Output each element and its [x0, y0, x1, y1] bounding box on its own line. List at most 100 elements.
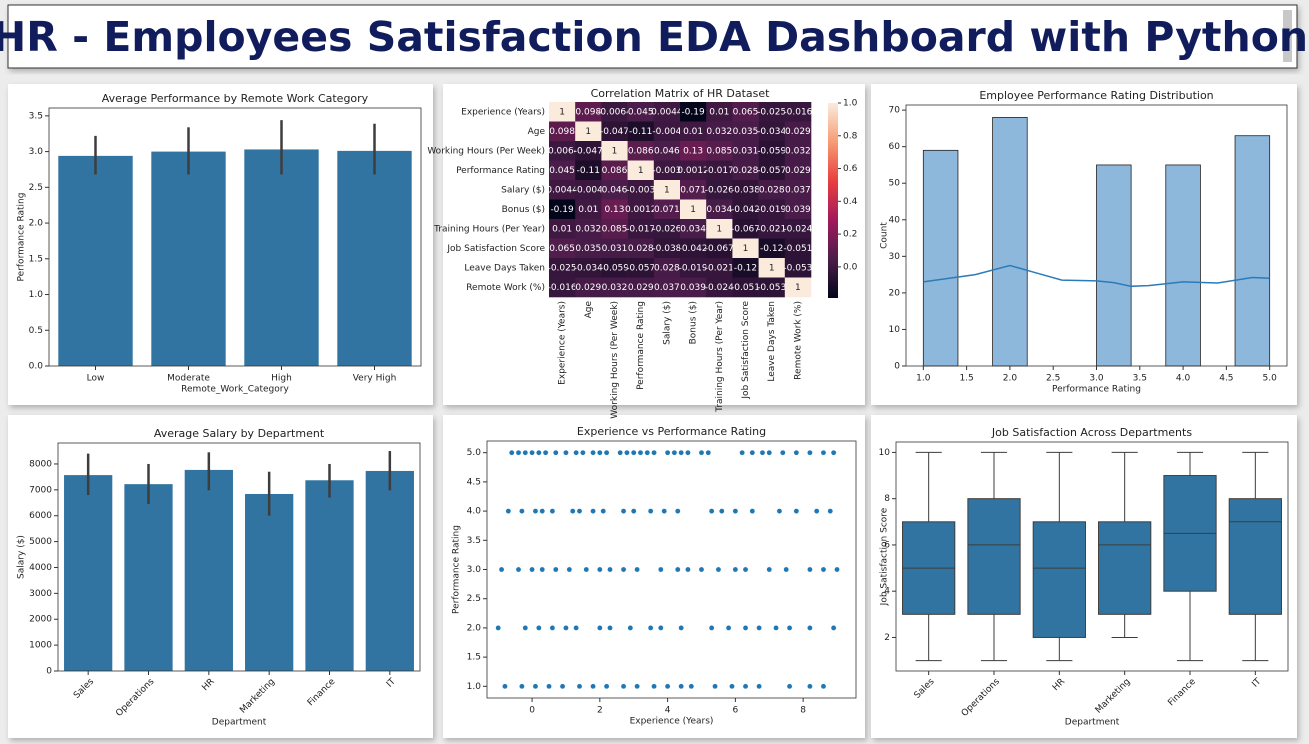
x-axis-label: Experience (Years) [630, 717, 714, 727]
scatter-point [678, 683, 684, 690]
cell-label: -0.042 [679, 244, 708, 254]
y-tick-label: 10 [889, 325, 901, 335]
heatmap-cell [784, 141, 812, 161]
scatter-point [576, 508, 583, 514]
scatter-point [786, 683, 793, 690]
y-tick-label: 7000 [29, 485, 52, 495]
y-tick-label: Age [528, 127, 546, 137]
cell-label: -0.034 [757, 127, 786, 137]
cell-label: 0.045 [628, 107, 654, 117]
cell-label: 0.085 [602, 224, 628, 234]
scatter-point [820, 566, 827, 573]
chart-title: Average Salary by Department [154, 427, 325, 440]
scatter-point [597, 449, 603, 456]
bar [58, 155, 133, 366]
x-tick-label: 4.5 [1219, 374, 1233, 384]
y-tick-label: 3000 [29, 589, 52, 599]
heatmap-cell [575, 238, 602, 259]
whisker-high [980, 451, 1008, 499]
scatter-point [671, 449, 678, 456]
y-tick-label: 2.0 [467, 623, 482, 633]
heatmap-cell [549, 238, 576, 259]
cell-label: -0.003 [626, 185, 655, 195]
y-tick-label: Bonus ($) [502, 205, 545, 215]
scatter-point [729, 683, 735, 690]
cell-label: 0.039 [785, 205, 811, 215]
cell-label: 1 [585, 127, 591, 137]
y-tick-label: 0.5 [29, 326, 43, 336]
y-tick-label: Remote Work (%) [466, 283, 545, 293]
cell-label: 0.034 [680, 224, 706, 234]
scatter-point [780, 449, 786, 456]
heatmap-cell [784, 258, 812, 278]
chart-title: Employee Performance Rating Distribution [979, 89, 1213, 102]
scatter-point [519, 683, 525, 690]
heatmap-cell [706, 141, 733, 161]
y-tick-label: 0 [46, 667, 52, 677]
scatter-point [664, 449, 671, 456]
scatter-point [515, 566, 522, 573]
heatmap-cell [575, 121, 602, 142]
plot-frame [57, 442, 421, 672]
whisker-low [980, 614, 1008, 662]
x-tick-label: 0 [529, 706, 535, 716]
scatter-point [552, 566, 559, 573]
cell-label: 1 [612, 146, 618, 156]
cell-label: 0.0044 [546, 185, 578, 195]
scatter-point [529, 566, 535, 573]
cell-label: -0.025 [757, 107, 786, 117]
scatter-point [685, 449, 691, 456]
heatmap-cell [627, 180, 655, 200]
y-tick-label: 2.5 [29, 183, 43, 193]
scatter-point [552, 449, 559, 456]
cell-label: 0.046 [654, 146, 680, 156]
heatmap-cell [601, 277, 628, 298]
cell-label: 0.01 [552, 224, 572, 234]
cell-label: -0.004 [652, 127, 681, 137]
heatmap-cell [549, 121, 576, 142]
scatter-point [827, 508, 834, 514]
scatter-point [678, 625, 684, 631]
heatmap-cell [706, 199, 733, 220]
scatter-point [742, 625, 749, 631]
heatmap-cell [680, 180, 707, 200]
whisker-high [1046, 451, 1073, 522]
cell-label: 1 [795, 283, 801, 293]
heatmap-cell [758, 277, 786, 298]
cell-label: 0.035 [733, 127, 759, 137]
cell-label: 0.028 [733, 166, 759, 176]
cell-label: -0.051 [731, 283, 760, 293]
scatter-point [712, 683, 718, 690]
y-tick-label: 5000 [29, 537, 52, 547]
scatter-point [630, 449, 637, 456]
cell-label: -0.038 [731, 185, 760, 195]
x-tick-label: Salary ($) [662, 301, 672, 345]
scatter-point [620, 566, 627, 573]
heatmap-cell [601, 258, 628, 278]
heatmap-cell [627, 277, 655, 298]
scatter-point [658, 566, 664, 573]
cell-label: -0.051 [783, 244, 812, 254]
heatmap-cell [653, 141, 681, 161]
x-tick-label: Remote Work (%) [793, 301, 803, 380]
y-tick-label: 20 [889, 288, 901, 298]
bar [365, 470, 414, 671]
bar [305, 480, 354, 671]
x-tick-label: 5.0 [1263, 374, 1278, 384]
scatter-point [756, 625, 762, 631]
scatter-point [651, 683, 657, 690]
scatter-point [515, 449, 522, 456]
cell-label: -0.11 [629, 127, 652, 137]
cell-label: -0.057 [757, 166, 786, 176]
heatmap-cell [549, 180, 576, 200]
heatmap-cell [706, 121, 733, 142]
scatter-point [807, 683, 813, 690]
x-tick-label: Very High [353, 374, 397, 384]
heatmap-cell [706, 160, 733, 181]
cell-label: -0.024 [705, 283, 734, 293]
scatter-point [732, 566, 739, 573]
scatter-point [532, 683, 539, 690]
scatter-point [630, 508, 637, 514]
scatter-point [522, 449, 529, 456]
